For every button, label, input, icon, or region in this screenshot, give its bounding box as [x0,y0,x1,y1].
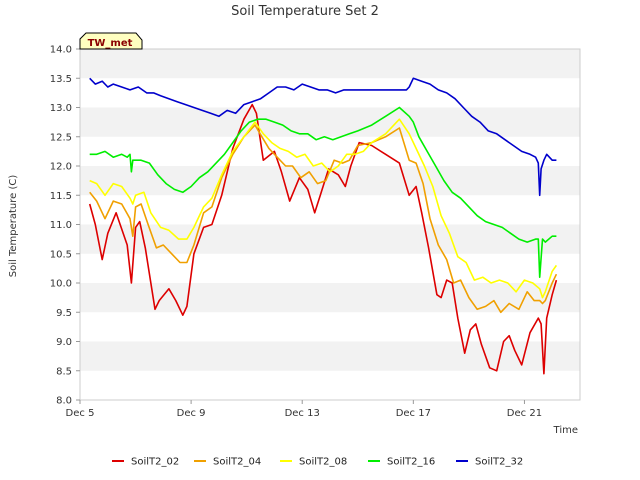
station-badge-shape [79,32,143,50]
grid-band [80,341,580,371]
grid-band [80,49,580,79]
series-line-soilt2_04 [89,124,558,314]
series-line-soilt2_02 [88,103,558,375]
y-tick-label: 10.5 [50,249,72,260]
grid-band [80,283,580,313]
y-tick-label: 8.0 [56,396,72,407]
x-tick-label: Dec 21 [507,408,542,419]
legend-label-soilt2_16: SoilT2_16 [387,457,435,468]
station-badge-label: TW_met [88,38,133,49]
series-line-soilt2_32 [89,77,557,197]
legend: SoilT2_02 SoilT2_04 SoilT2_08 SoilT2_16 Soil… [112,457,523,468]
legend-label-soilt2_04: SoilT2_04 [213,457,261,468]
grid-band [80,107,580,137]
chart-title: Soil Temperature Set 2 [231,4,379,19]
y-tick-label: 14.0 [50,45,72,56]
y-tick-label: 9.5 [56,308,72,319]
x-tick-label: Dec 17 [396,408,431,419]
y-tick-label: 13.5 [50,74,72,85]
legend-label-soilt2_02: SoilT2_02 [131,457,179,468]
y-tick-label: 13.0 [50,103,72,114]
x-tick-label: Dec 9 [177,408,206,419]
series-line-soilt2_08 [89,118,558,299]
x-tick-label: Dec 13 [285,408,320,419]
y-tick-label: 11.0 [50,220,72,231]
series-line-soilt2_16 [89,106,557,279]
y-tick-label: 9.0 [56,337,72,348]
legend-label-soilt2_08: SoilT2_08 [299,457,347,468]
x-axis: Dec 5 Dec 9 Dec 13 Dec 17 Dec 21 [66,400,542,419]
series-lines [88,77,558,375]
y-tick-label: 8.5 [56,366,72,377]
y-tick-label: 10.0 [50,279,72,290]
y-axis-title: Soil Temperature (C) [8,175,19,278]
x-tick-label: Dec 5 [66,408,95,419]
grid-band [80,224,580,254]
y-tick-label: 12.0 [50,162,72,173]
y-axis: 8.0 8.5 9.0 9.5 10.0 10.5 11.0 11.5 12.0 12.5 13.0… [50,45,80,407]
station-badge: TW_met [79,32,143,50]
y-tick-label: 12.5 [50,132,72,143]
y-tick-label: 11.5 [50,191,72,202]
x-axis-title: Time [553,425,578,436]
legend-label-soilt2_32: SoilT2_32 [475,457,523,468]
